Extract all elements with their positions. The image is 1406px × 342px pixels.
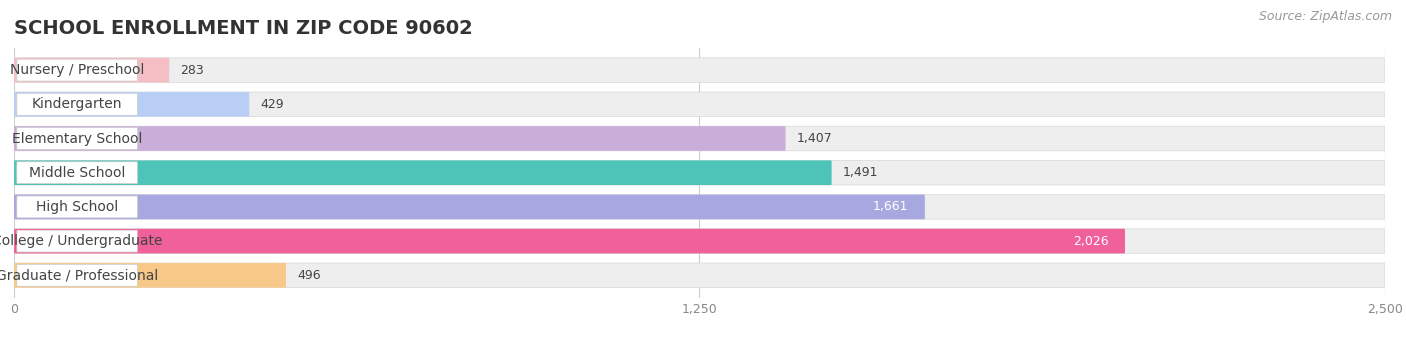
FancyBboxPatch shape	[17, 196, 138, 218]
FancyBboxPatch shape	[14, 58, 1385, 82]
FancyBboxPatch shape	[14, 160, 831, 185]
Text: 2,026: 2,026	[1073, 235, 1108, 248]
FancyBboxPatch shape	[14, 126, 1385, 151]
Text: 1,407: 1,407	[797, 132, 832, 145]
Text: Elementary School: Elementary School	[11, 132, 142, 145]
FancyBboxPatch shape	[14, 263, 285, 288]
FancyBboxPatch shape	[14, 160, 1385, 185]
FancyBboxPatch shape	[17, 230, 138, 252]
FancyBboxPatch shape	[14, 195, 1385, 219]
Text: Kindergarten: Kindergarten	[32, 97, 122, 111]
FancyBboxPatch shape	[14, 229, 1125, 253]
FancyBboxPatch shape	[14, 263, 1385, 288]
FancyBboxPatch shape	[17, 128, 138, 149]
Text: College / Undergraduate: College / Undergraduate	[0, 234, 162, 248]
Text: High School: High School	[37, 200, 118, 214]
FancyBboxPatch shape	[14, 92, 249, 117]
Text: SCHOOL ENROLLMENT IN ZIP CODE 90602: SCHOOL ENROLLMENT IN ZIP CODE 90602	[14, 19, 472, 38]
FancyBboxPatch shape	[14, 126, 786, 151]
Text: Graduate / Professional: Graduate / Professional	[0, 268, 159, 282]
Text: 283: 283	[180, 64, 204, 77]
FancyBboxPatch shape	[17, 264, 138, 286]
FancyBboxPatch shape	[17, 59, 138, 81]
FancyBboxPatch shape	[14, 195, 925, 219]
Text: Middle School: Middle School	[30, 166, 125, 180]
FancyBboxPatch shape	[17, 162, 138, 184]
Text: Nursery / Preschool: Nursery / Preschool	[10, 63, 145, 77]
Text: 429: 429	[260, 98, 284, 111]
FancyBboxPatch shape	[14, 229, 1385, 253]
Text: 1,661: 1,661	[873, 200, 908, 213]
FancyBboxPatch shape	[17, 93, 138, 115]
Text: 1,491: 1,491	[842, 166, 879, 179]
Text: 496: 496	[297, 269, 321, 282]
Text: Source: ZipAtlas.com: Source: ZipAtlas.com	[1258, 10, 1392, 23]
FancyBboxPatch shape	[14, 58, 169, 82]
FancyBboxPatch shape	[14, 92, 1385, 117]
